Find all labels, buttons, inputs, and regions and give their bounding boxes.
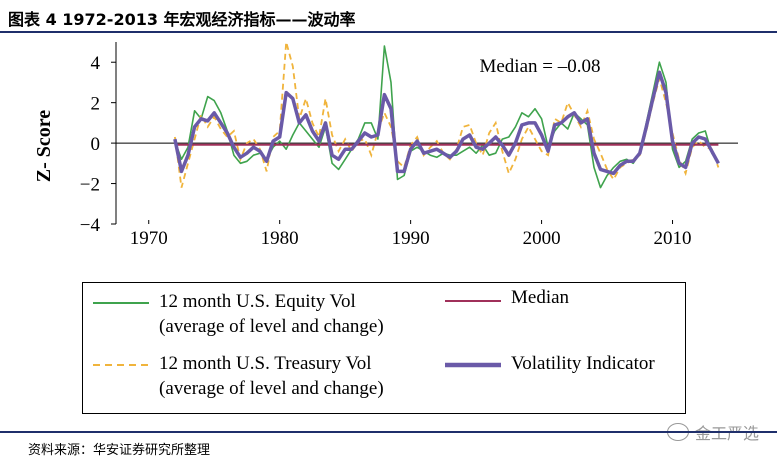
series-equity-vol-line: [174, 45, 720, 189]
bottom-rule: [0, 431, 777, 433]
x-tick-label: 2000: [523, 228, 561, 249]
y-tick-label: 4: [91, 53, 101, 74]
figure-title: 图表 4 1972-2013 年宏观经济指标——波动率: [8, 10, 356, 29]
legend-sublabel-treasury: (average of level and change): [159, 378, 384, 399]
x-tick-label: 1980: [261, 228, 299, 249]
series-treasury-vol-line: [174, 41, 720, 188]
series-layer: [173, 41, 720, 189]
legend: 12 month U.S. Equity Vol (average of lev…: [82, 282, 686, 414]
legend-label-indicator: Volatility Indicator: [511, 353, 655, 374]
y-tick-label: −2: [80, 175, 100, 196]
axes: −4 −2 0 2 4 1970 1980 1990 2000 2010: [80, 42, 738, 249]
y-axis-label: Z- Score: [33, 110, 55, 183]
volatility-chart: −4 −2 0 2 4 1970 1980 1990 2000 2010 Z- Score Med…: [33, 41, 738, 249]
legend-label-median: Median: [511, 287, 570, 308]
x-tick-label: 1970: [130, 228, 168, 249]
x-tick-label: 1990: [392, 228, 430, 249]
y-tick-label: 0: [91, 134, 101, 155]
legend-item-equity: 12 month U.S. Equity Vol (average of lev…: [93, 289, 384, 339]
top-rule: [0, 31, 777, 33]
source-note: 资料来源：华安证券研究所整理: [28, 443, 211, 458]
legend-label-treasury: 12 month U.S. Treasury Vol: [159, 353, 372, 374]
legend-label-equity: 12 month U.S. Equity Vol: [159, 291, 356, 312]
legend-item-median: Median: [445, 285, 569, 310]
median-annotation: Median = –0.08: [479, 56, 600, 77]
legend-item-indicator: Volatility Indicator: [445, 351, 655, 376]
y-tick-label: 2: [91, 94, 101, 115]
chart-area: −4 −2 0 2 4 1970 1980 1990 2000 2010 Z- Score Med…: [0, 34, 777, 272]
x-tick-label: 2010: [654, 228, 692, 249]
watermark-text: 金工严选: [694, 424, 759, 443]
series-volatility-indicator-line: [173, 70, 720, 176]
y-tick-label: −4: [80, 215, 101, 236]
legend-sublabel-equity: (average of level and change): [159, 316, 384, 337]
legend-item-treasury: 12 month U.S. Treasury Vol (average of l…: [93, 351, 384, 401]
